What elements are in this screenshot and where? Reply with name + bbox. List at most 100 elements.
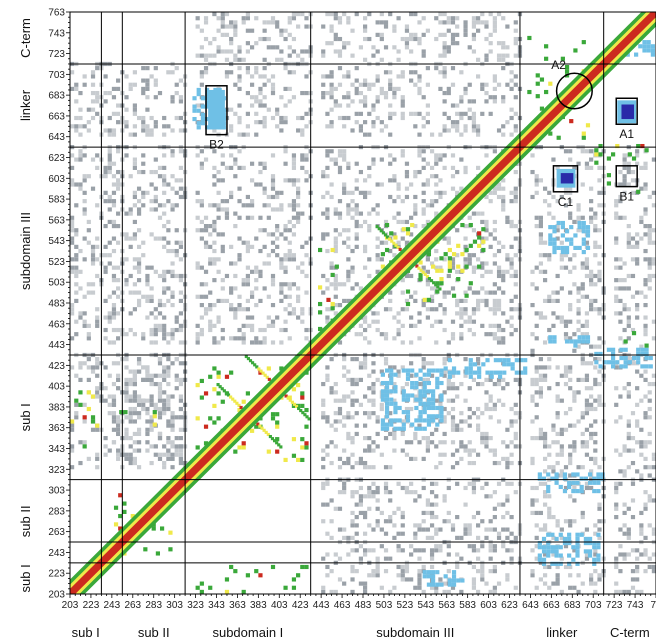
heatmap-cell <box>542 481 548 486</box>
heatmap-cell <box>400 111 405 116</box>
heatmap-cell <box>111 174 117 179</box>
y-tick-label: 223 <box>48 569 65 580</box>
heatmap-cell <box>304 424 309 429</box>
heatmap-cell <box>192 96 197 101</box>
heatmap-cell <box>618 199 623 204</box>
heatmap-cell <box>329 149 334 154</box>
heatmap-cell <box>78 124 83 129</box>
heatmap-cell <box>283 115 288 121</box>
heatmap-cell <box>438 402 443 407</box>
heatmap-cell <box>291 224 297 229</box>
heatmap-cell <box>417 577 422 582</box>
heatmap-cell <box>405 393 411 398</box>
heatmap-cell <box>275 420 280 425</box>
heatmap-cell <box>576 298 581 303</box>
heatmap-cell <box>497 358 503 363</box>
heatmap-cell <box>375 311 380 316</box>
x-tick-label: 603 <box>480 600 497 611</box>
heatmap-cell <box>513 436 518 441</box>
heatmap-cell <box>626 244 631 249</box>
heatmap-cell <box>174 448 179 453</box>
heatmap-cell <box>542 490 548 495</box>
heatmap-cell <box>538 527 543 532</box>
heatmap-cell <box>208 41 213 46</box>
heatmap-cell <box>488 199 493 204</box>
heatmap-cell <box>593 523 598 528</box>
heatmap-cell <box>573 245 578 250</box>
heatmap-cell <box>488 332 493 337</box>
heatmap-cell <box>283 307 288 312</box>
heatmap-cell <box>384 414 390 419</box>
heatmap-cell <box>107 411 112 416</box>
heatmap-cell <box>288 398 292 402</box>
heatmap-cell <box>584 361 590 366</box>
heatmap-cell <box>208 224 213 229</box>
heatmap-cell <box>153 452 158 457</box>
heatmap-cell <box>614 419 619 424</box>
heatmap-cell <box>136 398 142 403</box>
heatmap-cell <box>383 465 389 470</box>
heatmap-cell <box>401 389 406 394</box>
heatmap-cell <box>476 128 481 133</box>
heatmap-cell <box>585 123 591 128</box>
heatmap-cell <box>484 303 489 308</box>
heatmap-cell <box>367 548 372 553</box>
heatmap-cell <box>559 315 564 320</box>
heatmap-cell <box>300 128 305 133</box>
heatmap-cell <box>342 460 347 466</box>
heatmap-cell <box>459 419 464 424</box>
heatmap-cell <box>321 24 326 29</box>
heatmap-cell <box>128 377 133 382</box>
heatmap-cell <box>287 240 292 245</box>
heatmap-cell <box>392 448 397 453</box>
heatmap-cell <box>128 406 133 412</box>
heatmap-cell <box>401 368 406 373</box>
heatmap-cell <box>384 368 390 373</box>
heatmap-cell <box>643 440 648 445</box>
heatmap-cell <box>630 448 636 453</box>
heatmap-cell <box>233 20 238 25</box>
heatmap-cell <box>421 149 426 154</box>
heatmap-cell <box>635 440 640 445</box>
heatmap-cell <box>358 402 363 407</box>
heatmap-cell <box>643 490 648 495</box>
heatmap-cell <box>418 368 423 373</box>
heatmap-cell <box>212 303 217 308</box>
heatmap-cell <box>438 303 443 308</box>
heatmap-cell <box>551 465 556 470</box>
heatmap-cell <box>647 523 652 528</box>
heatmap-cell <box>233 32 238 37</box>
heatmap-cell <box>513 169 518 175</box>
heatmap-cell <box>367 494 372 499</box>
heatmap-cell <box>162 315 167 320</box>
heatmap-cell <box>379 332 384 337</box>
x-tick-label: 443 <box>313 600 330 611</box>
heatmap-cell <box>82 124 87 129</box>
heatmap-cell <box>480 86 485 91</box>
heatmap-cell <box>237 103 242 108</box>
heatmap-cell <box>208 374 213 379</box>
heatmap-cell <box>450 332 456 337</box>
heatmap-cell <box>388 153 393 158</box>
heatmap-cell <box>467 448 472 453</box>
heatmap-cell <box>78 365 83 370</box>
heatmap-cell <box>404 45 410 50</box>
heatmap-cell <box>530 460 535 466</box>
heatmap-cell <box>107 219 112 225</box>
heatmap-cell <box>580 515 585 520</box>
heatmap-cell <box>538 386 543 391</box>
heatmap-cell <box>350 128 355 133</box>
heatmap-cell <box>203 36 209 42</box>
heatmap-cell <box>496 381 502 387</box>
heatmap-cell <box>367 228 372 233</box>
heatmap-cell <box>342 190 347 195</box>
heatmap-cell <box>245 49 250 54</box>
heatmap-cell <box>78 186 83 191</box>
heatmap-cell <box>262 74 267 79</box>
heatmap-cell <box>122 509 127 514</box>
heatmap-cell <box>459 381 464 387</box>
heatmap-cell <box>203 215 209 220</box>
heatmap-cell <box>555 224 560 229</box>
heatmap-cell <box>283 161 288 166</box>
